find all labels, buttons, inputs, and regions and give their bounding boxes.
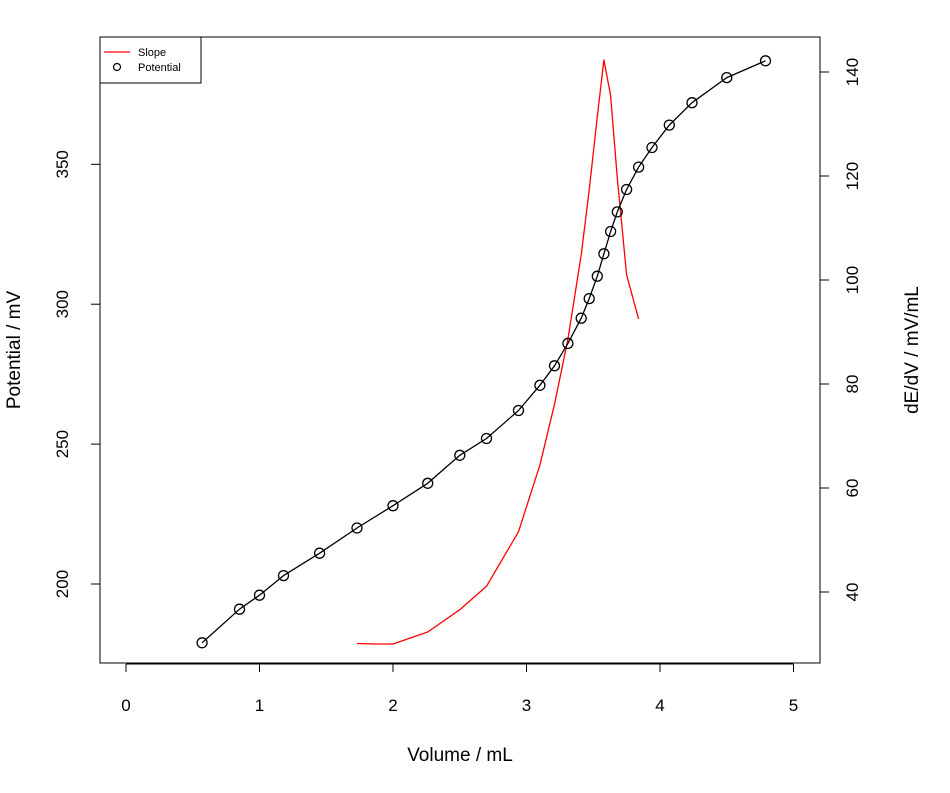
potential-point <box>598 248 610 260</box>
potential-point <box>277 569 290 582</box>
potential-point <box>422 477 434 489</box>
right-y-tick-label: 80 <box>843 375 862 394</box>
potential-point <box>620 183 633 196</box>
slope-line <box>356 59 640 645</box>
potential-point <box>611 206 623 218</box>
potential-point <box>313 547 326 559</box>
x-tick-label: 5 <box>789 696 798 715</box>
potential-point <box>351 522 363 534</box>
left-y-tick-label: 250 <box>53 430 72 458</box>
potential-point <box>253 589 266 601</box>
potential-point <box>575 312 587 324</box>
potential-point <box>591 270 603 282</box>
right-y-tick-label: 60 <box>843 479 862 498</box>
left-y-tick-label: 300 <box>53 290 72 318</box>
potential-point <box>686 97 698 109</box>
potential-point <box>454 449 466 461</box>
potential-point <box>562 337 574 350</box>
legend-potential-swatch <box>112 62 122 72</box>
potential-point <box>583 292 595 305</box>
potential-point <box>534 379 546 391</box>
legend: Slope Potential <box>99 36 202 84</box>
right-y-axis-title: dE/dV / mV/mL <box>902 286 923 414</box>
potential-point <box>480 432 493 445</box>
potential-point <box>721 71 733 84</box>
potential-point <box>233 603 246 615</box>
legend-potential-label: Potential <box>138 62 181 74</box>
x-tick-label: 2 <box>388 696 397 715</box>
legend-box <box>99 36 202 84</box>
potential-series <box>196 55 772 649</box>
right-y-tick-label: 40 <box>843 583 862 602</box>
potential-line <box>201 60 766 644</box>
axes: 0 1 2 3 4 5 200 250 300 350 40 60 80 100 120 140 <box>53 58 862 715</box>
left-y-tick-label: 200 <box>53 570 72 598</box>
legend-slope-label: Slope <box>138 47 166 59</box>
potential-point <box>548 360 561 372</box>
potential-point <box>663 119 675 131</box>
potential-point <box>512 404 525 417</box>
right-y-tick-label: 100 <box>843 266 862 294</box>
potential-point <box>196 637 208 649</box>
x-axis-title: Volume / mL <box>407 745 513 766</box>
x-tick-label: 0 <box>121 696 130 715</box>
x-tick-label: 1 <box>255 696 264 715</box>
potential-point <box>387 500 399 512</box>
slope-series <box>356 59 640 645</box>
right-y-tick-label: 140 <box>843 58 862 86</box>
potential-point <box>759 55 772 67</box>
left-y-tick-label: 350 <box>53 150 72 178</box>
potential-point <box>632 161 645 173</box>
right-y-tick-label: 120 <box>843 162 862 190</box>
x-tick-label: 3 <box>522 696 531 715</box>
potential-point <box>604 225 617 238</box>
potential-point <box>646 141 658 154</box>
x-tick-label: 4 <box>655 696 664 715</box>
plot-frame <box>99 36 821 664</box>
left-y-axis-title: Potential / mV <box>4 291 25 410</box>
